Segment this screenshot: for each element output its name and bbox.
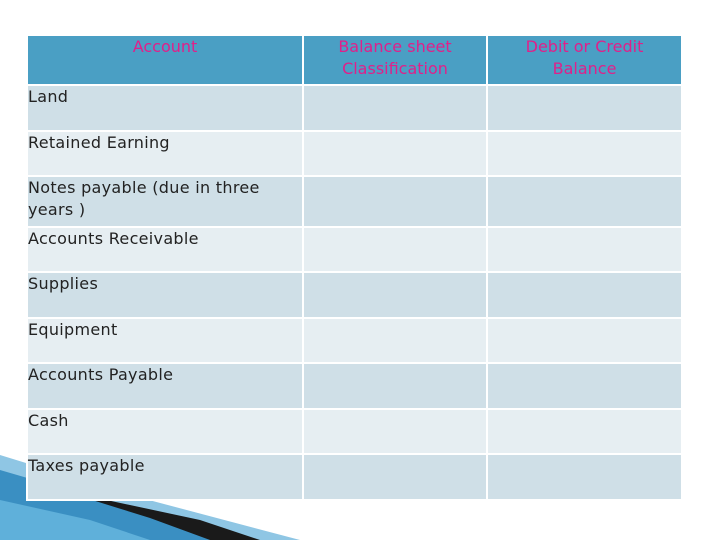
balance-cell[interactable] [486,130,683,177]
table-row: Land [26,84,683,132]
table-row: Supplies [26,271,683,319]
classification-cell[interactable] [302,84,488,132]
balance-cell[interactable] [486,362,683,410]
swoosh-dark-band [60,490,260,540]
swoosh-accent-band [0,500,150,540]
account-cell: Taxes payable [26,453,304,501]
classification-cell[interactable] [302,226,488,273]
balance-cell[interactable] [486,453,683,501]
header-classification-line1: Balance sheet [338,37,452,56]
balance-cell[interactable] [486,317,683,364]
header-classification: Balance sheet Classification [302,34,488,86]
balance-cell[interactable] [486,408,683,455]
header-account: Account [26,34,304,86]
account-classification-table: Account Balance sheet Classification Deb… [26,34,683,501]
account-cell: Accounts Receivable [26,226,304,273]
account-cell: Land [26,84,304,132]
header-row: Account Balance sheet Classification Deb… [26,34,683,86]
table-row: Accounts Receivable [26,226,683,273]
balance-cell[interactable] [486,271,683,319]
classification-cell[interactable] [302,271,488,319]
classification-cell[interactable] [302,408,488,455]
header-account-label: Account [132,37,198,56]
table-row: Accounts Payable [26,362,683,410]
account-cell: Supplies [26,271,304,319]
account-cell: Accounts Payable [26,362,304,410]
table-row: Taxes payable [26,453,683,501]
header-balance-line2: Balance [552,59,617,78]
table-row: Cash [26,408,683,455]
classification-cell[interactable] [302,175,488,228]
account-cell: Cash [26,408,304,455]
classification-cell[interactable] [302,317,488,364]
table-row: Retained Earning [26,130,683,177]
classification-cell[interactable] [302,362,488,410]
classification-cell[interactable] [302,130,488,177]
header-balance: Debit or Credit Balance [486,34,683,86]
balance-cell[interactable] [486,226,683,273]
account-cell: Notes payable (due in three years ) [26,175,304,228]
table-row: Notes payable (due in three years ) [26,175,683,228]
balance-cell[interactable] [486,175,683,228]
balance-cell[interactable] [486,84,683,132]
header-balance-line1: Debit or Credit [525,37,644,56]
classification-cell[interactable] [302,453,488,501]
table-row: Equipment [26,317,683,364]
account-cell: Retained Earning [26,130,304,177]
account-cell: Equipment [26,317,304,364]
header-classification-line2: Classification [342,59,448,78]
